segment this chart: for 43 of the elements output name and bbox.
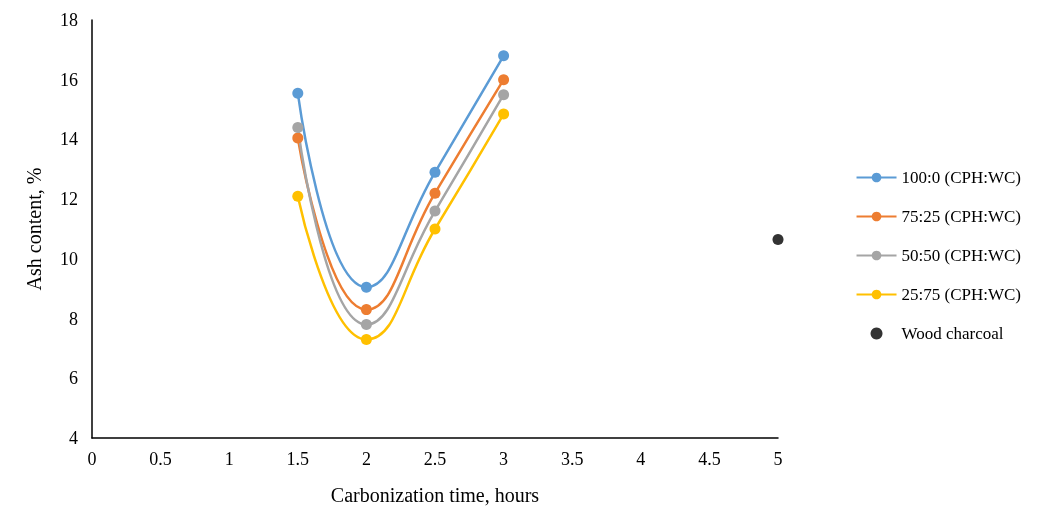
point (292, 132, 304, 144)
x-tick-label: 3.5 (560, 449, 584, 469)
point (292, 121, 304, 133)
x-tick-label: 2.5 (423, 449, 447, 469)
x-axis-title: Carbonization time, hours (330, 484, 540, 506)
legend-label: 25:75 (CPH:WC) (901, 285, 1022, 304)
x-tick-label: 0.5 (149, 449, 172, 469)
y-tick-label: 14 (60, 129, 78, 150)
x-tick-label: 1 (224, 449, 234, 469)
point (360, 319, 372, 331)
y-tick-label: 10 (60, 248, 78, 269)
x-tick-label: 5 (773, 449, 783, 469)
point (360, 333, 372, 345)
legend-label: Wood charcoal (901, 324, 1004, 343)
x-tick-label: 1.5 (286, 449, 310, 469)
point (429, 187, 441, 199)
legend-label: 75:25 (CPH:WC) (901, 207, 1022, 226)
point (360, 281, 372, 293)
y-tick-label: 4 (69, 428, 78, 448)
x-tick-label: 4 (636, 449, 646, 469)
y-tick-label: 8 (69, 308, 78, 329)
point (429, 166, 441, 178)
point (498, 50, 510, 62)
point (429, 223, 441, 235)
point (498, 74, 510, 86)
y-tick-label: 16 (60, 69, 78, 90)
x-tick-label: 3 (499, 449, 509, 469)
x-tick-label: 2 (361, 449, 371, 469)
point (292, 87, 304, 99)
x-tick-label: 4.5 (698, 449, 721, 469)
point (292, 190, 304, 202)
point (498, 108, 510, 120)
x-tick-label: 0 (87, 449, 97, 469)
point (360, 304, 372, 316)
legend-label: 100:0 (CPH:WC) (901, 168, 1022, 187)
point (772, 233, 784, 245)
y-tick-label: 18 (60, 10, 78, 30)
y-axis-title: Ash content, % (23, 167, 45, 291)
legend-label: 50:50 (CPH:WC) (901, 246, 1022, 265)
point (498, 89, 510, 101)
y-tick-label: 12 (60, 189, 78, 210)
point (429, 205, 441, 217)
y-tick-label: 6 (69, 368, 78, 389)
